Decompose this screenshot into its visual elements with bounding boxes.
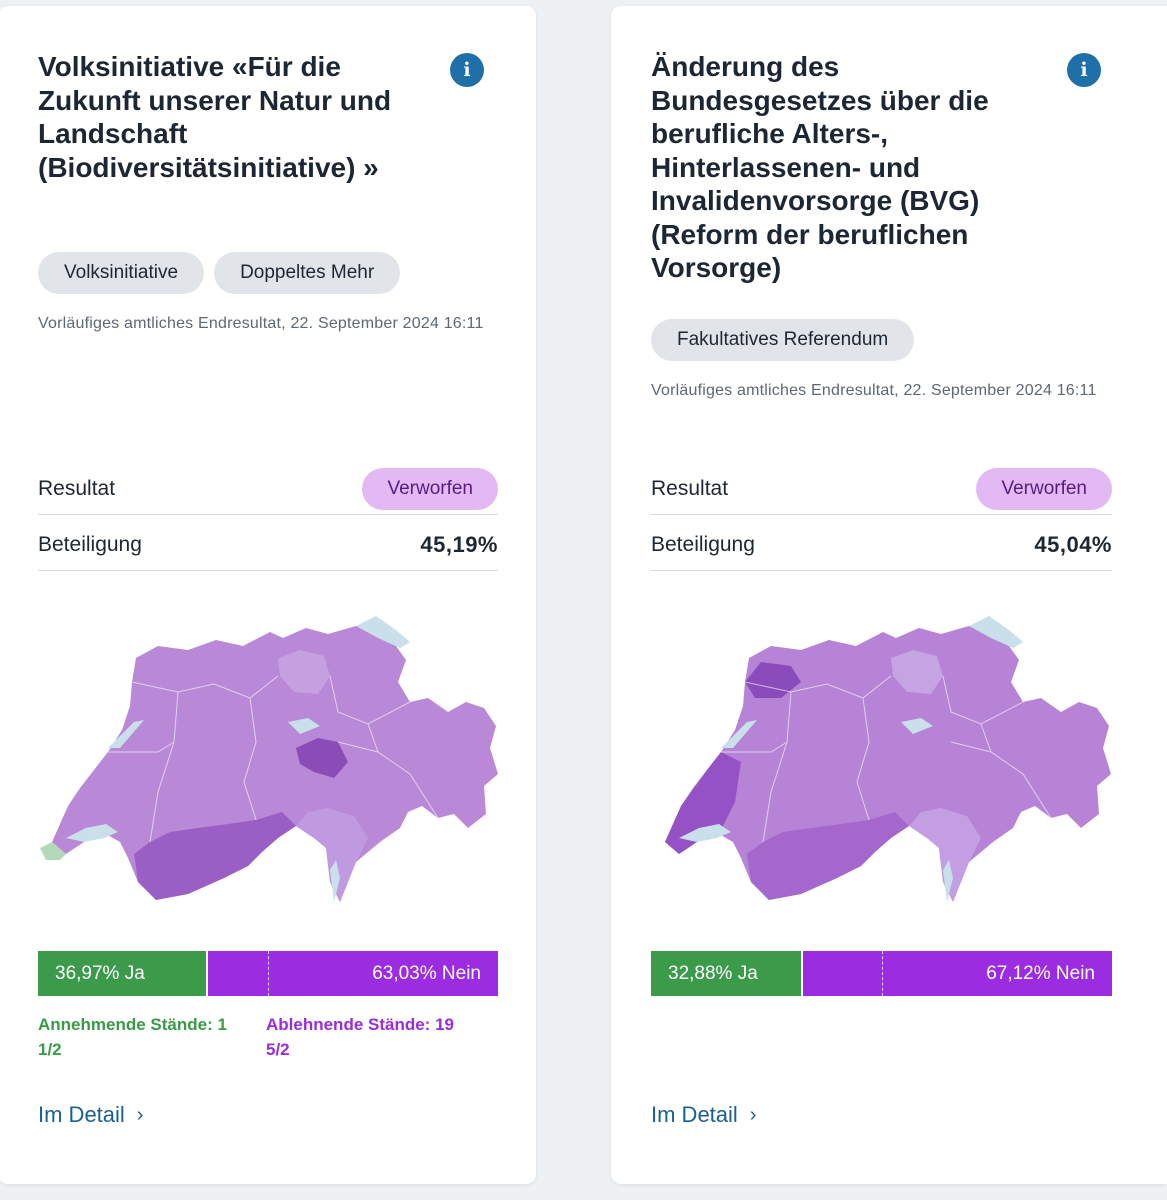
detail-link-label: Im Detail [38, 1102, 125, 1127]
rejecting-cantons: Ablehnende Stände: 19 5/2 [266, 1015, 454, 1059]
participation-label: Beteiligung [38, 533, 142, 556]
canton-borders [721, 675, 1052, 843]
lake-maggiore [943, 860, 953, 902]
lake-maggiore [330, 860, 340, 902]
majority-marker [882, 951, 883, 996]
chevron-right-icon: › [136, 1103, 144, 1126]
canton-valais [747, 812, 909, 900]
result-badge: Verworfen [976, 468, 1112, 510]
canton-jura [745, 662, 801, 698]
lake-geneva [679, 824, 731, 842]
result-timestamp: Vorläufiges amtliches Endresultat, 22. S… [651, 382, 1097, 399]
accepting-cantons: Annehmende Stände: 1 1/2 [38, 1015, 227, 1059]
participation-value: 45,19% [420, 532, 498, 557]
info-icon[interactable]: i [450, 53, 484, 87]
yes-share-segment: 32,88% Ja [651, 951, 803, 996]
tag-fakultatives-referendum: Fakultatives Referendum [651, 319, 915, 361]
no-share-label: 63,03% Nein [372, 963, 481, 984]
detail-link[interactable]: Im Detail › [38, 1102, 143, 1128]
result-row: Resultat Verworfen [38, 464, 498, 515]
no-share-label: 67,12% Nein [986, 963, 1095, 984]
vote-title: Volksinitiative «Für die Zukunft unserer… [38, 51, 392, 183]
vote-card-bvg-reform: Änderung des Bundesgesetzes über die ber… [611, 6, 1167, 1184]
tag-doppeltes-mehr: Doppeltes Mehr [214, 252, 401, 294]
result-label: Resultat [651, 477, 729, 500]
majority-marker [268, 951, 269, 996]
vote-share-bar: 36,97% Ja 63,03% Nein [38, 951, 498, 996]
no-share-segment: 67,12% Nein [803, 951, 1112, 996]
participation-label: Beteiligung [651, 533, 755, 556]
result-badge: Verworfen [362, 468, 498, 510]
canton-ticino [909, 808, 981, 902]
chevron-right-icon: › [749, 1103, 757, 1126]
canton-uri-schwyz [296, 738, 348, 778]
participation-row: Beteiligung 45,04% [651, 520, 1112, 571]
canton-zurich [891, 650, 943, 694]
canton-geneva [40, 842, 66, 860]
canton-valais [134, 812, 296, 900]
canton-vaud [665, 752, 741, 854]
tag-list: Volksinitiative Doppeltes Mehr [38, 252, 401, 294]
participation-row: Beteiligung 45,19% [38, 520, 498, 571]
no-share-segment: 63,03% Nein [208, 951, 498, 996]
vote-title: Änderung des Bundesgesetzes über die ber… [651, 51, 989, 283]
result-label: Resultat [38, 477, 116, 500]
tag-list: Fakultatives Referendum [651, 319, 915, 361]
vote-share-bar: 32,88% Ja 67,12% Nein [651, 951, 1112, 996]
canton-result-map[interactable] [38, 602, 498, 922]
canton-zurich [278, 650, 330, 694]
detail-link[interactable]: Im Detail › [651, 1102, 756, 1128]
participation-value: 45,04% [1034, 532, 1112, 557]
lake-geneva [66, 824, 118, 842]
tag-volksinitiative: Volksinitiative [38, 252, 205, 294]
vote-card-biodiversity: Volksinitiative «Für die Zukunft unserer… [0, 6, 536, 1184]
lake-neuchatel [721, 720, 757, 748]
lake-lucerne [901, 718, 933, 734]
result-row: Resultat Verworfen [651, 464, 1112, 515]
detail-link-label: Im Detail [651, 1102, 738, 1127]
switzerland-outline [52, 626, 498, 902]
canton-borders [108, 675, 439, 843]
info-icon[interactable]: i [1067, 53, 1101, 87]
yes-share-segment: 36,97% Ja [38, 951, 208, 996]
result-timestamp: Vorläufiges amtliches Endresultat, 22. S… [38, 315, 484, 332]
lake-constance [969, 616, 1023, 648]
canton-result-map[interactable] [651, 602, 1111, 922]
canton-ticino [296, 808, 368, 902]
lake-neuchatel [108, 720, 144, 748]
lake-lucerne [288, 718, 320, 734]
lake-constance [356, 616, 410, 648]
